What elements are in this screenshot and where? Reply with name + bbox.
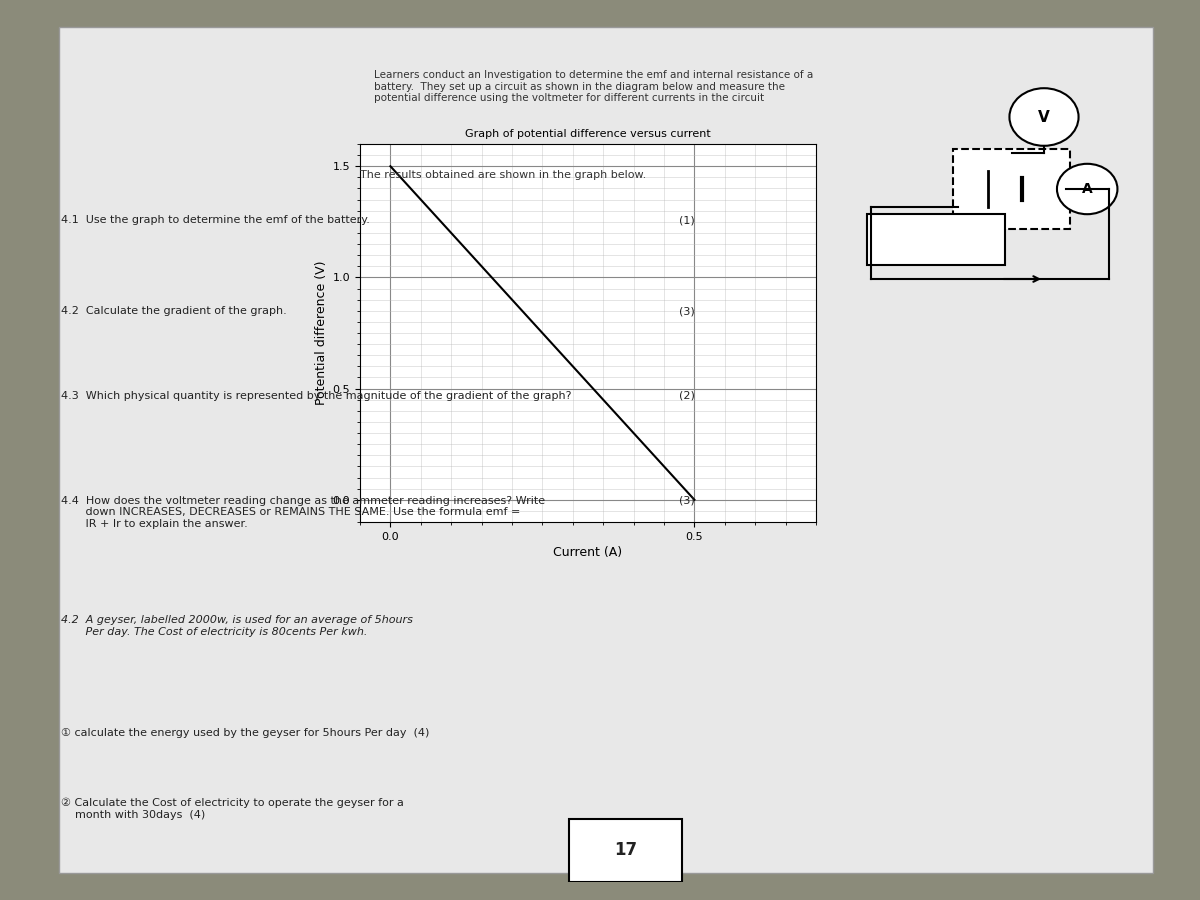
- Text: 4.1  Use the graph to determine the emf of the battery.: 4.1 Use the graph to determine the emf o…: [61, 215, 370, 225]
- Text: A: A: [1082, 182, 1092, 196]
- Title: Graph of potential difference versus current: Graph of potential difference versus cur…: [466, 129, 710, 140]
- Text: 4.2  A geyser, labelled 2000w, is used for an average of 5hours
       Per day. : 4.2 A geyser, labelled 2000w, is used fo…: [61, 616, 413, 637]
- Text: The results obtained are shown in the graph below.: The results obtained are shown in the gr…: [360, 170, 647, 181]
- X-axis label: Current (A): Current (A): [553, 546, 623, 559]
- Text: 17: 17: [614, 842, 637, 859]
- Text: ① calculate the energy used by the geyser for 5hours Per day  (4): ① calculate the energy used by the geyse…: [61, 727, 430, 738]
- FancyBboxPatch shape: [570, 819, 682, 882]
- Text: ② Calculate the Cost of electricity to operate the geyser for a
    month with 3: ② Calculate the Cost of electricity to o…: [61, 797, 404, 820]
- Text: Learners conduct an Investigation to determine the emf and internal resistance o: Learners conduct an Investigation to det…: [374, 70, 814, 104]
- Circle shape: [1057, 164, 1117, 214]
- Text: 4.2  Calculate the gradient of the graph.: 4.2 Calculate the gradient of the graph.: [61, 306, 287, 317]
- Polygon shape: [59, 27, 1153, 873]
- Text: (3): (3): [679, 496, 695, 506]
- Text: 4.3  Which physical quantity is represented by the magnitude of the gradient of : 4.3 Which physical quantity is represent…: [61, 391, 571, 401]
- Text: V: V: [1038, 110, 1050, 124]
- FancyBboxPatch shape: [953, 149, 1070, 229]
- Text: (3): (3): [679, 306, 695, 317]
- Circle shape: [1009, 88, 1079, 146]
- Text: (1): (1): [679, 215, 695, 225]
- Y-axis label: Potential difference (V): Potential difference (V): [316, 261, 329, 405]
- Text: (2): (2): [679, 391, 695, 401]
- FancyBboxPatch shape: [866, 214, 1006, 265]
- Text: 4.4  How does the voltmeter reading change as the ammeter reading increases? Wri: 4.4 How does the voltmeter reading chang…: [61, 496, 545, 529]
